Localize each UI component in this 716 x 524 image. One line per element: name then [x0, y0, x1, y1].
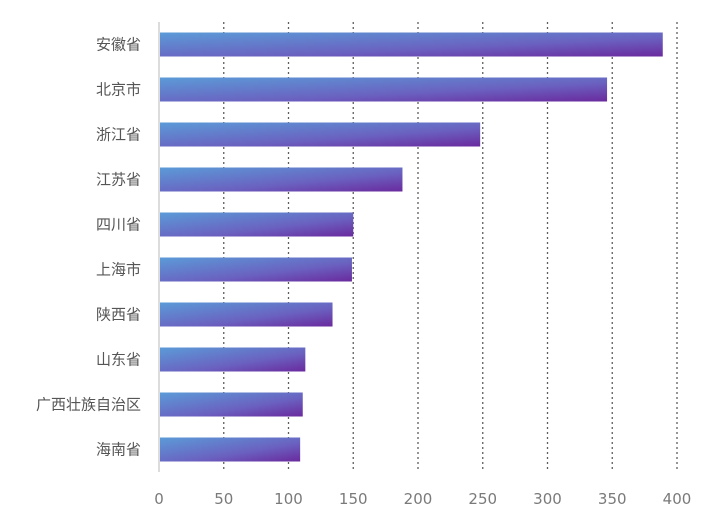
bar	[160, 302, 333, 327]
bar	[160, 212, 354, 237]
category-label: 安徽省	[96, 36, 141, 54]
category-label: 四川省	[96, 216, 141, 234]
x-tick-label: 350	[598, 490, 627, 508]
category-label: 陕西省	[96, 306, 141, 324]
x-tick-label: 300	[533, 490, 562, 508]
bar	[160, 167, 403, 192]
category-label: 广西壮族自治区	[36, 396, 141, 414]
x-tick-label: 50	[214, 490, 233, 508]
category-label: 浙江省	[96, 126, 141, 144]
x-tick-labels: 0 50 100 150 200 250 300 350 400	[154, 490, 691, 508]
x-tick-label: 150	[339, 490, 368, 508]
category-label: 山东省	[96, 351, 141, 369]
x-tick-label: 0	[154, 490, 164, 508]
x-tick-label: 200	[404, 490, 433, 508]
bars	[160, 32, 663, 462]
bar	[160, 257, 352, 282]
bar	[160, 437, 301, 462]
category-label: 北京市	[96, 81, 141, 99]
bar	[160, 32, 663, 57]
bar	[160, 392, 303, 417]
category-label: 海南省	[96, 441, 141, 459]
bar	[160, 77, 608, 102]
category-label: 上海市	[96, 261, 141, 279]
category-label: 江苏省	[96, 171, 141, 189]
x-tick-label: 250	[468, 490, 497, 508]
x-tick-label: 400	[663, 490, 692, 508]
bar	[160, 122, 481, 147]
x-tick-label: 100	[274, 490, 303, 508]
bar	[160, 347, 306, 372]
